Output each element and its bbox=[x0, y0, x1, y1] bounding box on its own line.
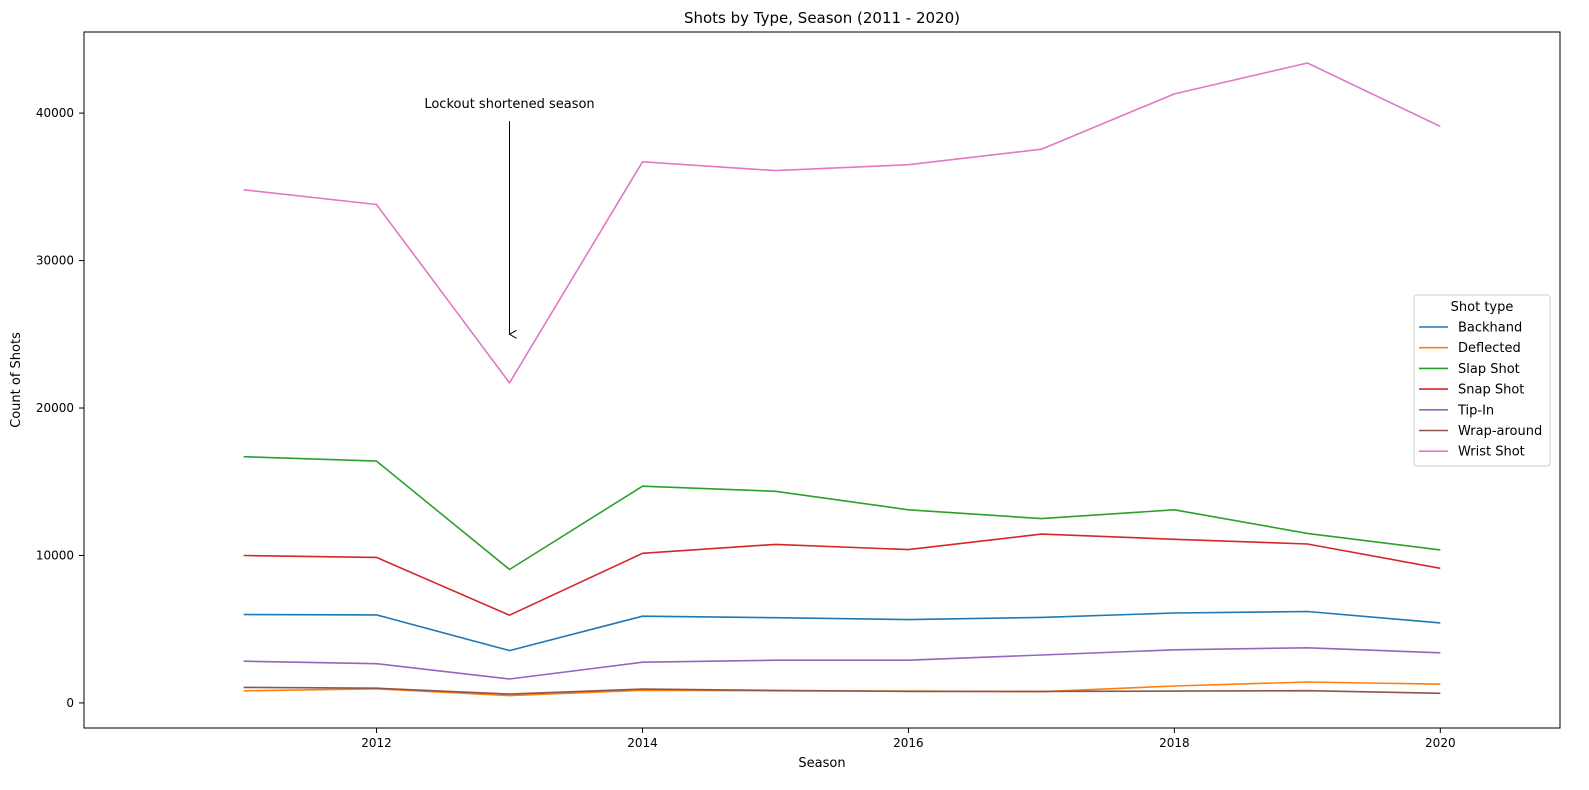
legend-box bbox=[1413, 294, 1551, 467]
annotations: Lockout shortened season bbox=[424, 97, 595, 339]
legend-label: Backhand bbox=[1458, 321, 1522, 336]
legend-label: Tip-In bbox=[1457, 403, 1494, 418]
chart-title: Shots by Type, Season (2011 - 2020) bbox=[684, 9, 960, 27]
series-line-tip-in bbox=[243, 646, 1441, 680]
series-line-deflected bbox=[243, 681, 1441, 697]
y-tick-label: 20000 bbox=[36, 401, 74, 415]
x-tick-label: 2016 bbox=[893, 736, 924, 750]
x-tick-label: 2014 bbox=[627, 736, 658, 750]
annotation-text: Lockout shortened season bbox=[424, 97, 594, 112]
y-tick-label: 40000 bbox=[36, 106, 74, 120]
series-line-wrist-shot bbox=[243, 62, 1441, 384]
y-tick-label: 10000 bbox=[36, 548, 74, 562]
series-line-backhand bbox=[243, 610, 1441, 652]
legend-label: Slap Shot bbox=[1458, 362, 1520, 377]
x-axis-ticks: 2012 2014 2016 2018 2020 bbox=[361, 728, 1456, 750]
series-line-snap-shot bbox=[243, 533, 1441, 617]
series-line-slap-shot bbox=[243, 455, 1441, 571]
x-axis-label: Season bbox=[798, 756, 845, 771]
y-tick-label: 30000 bbox=[36, 254, 74, 268]
legend-label: Wrap-around bbox=[1458, 424, 1542, 439]
series-line-wrap-around bbox=[243, 686, 1441, 695]
legend-items: Backhand Deflected Slap Shot Snap Shot Tip-I… bbox=[1419, 321, 1542, 460]
x-tick-label: 2012 bbox=[361, 736, 392, 750]
y-axis-label: Count of Shots bbox=[9, 332, 24, 428]
legend-label: Wrist Shot bbox=[1458, 445, 1525, 460]
y-axis-ticks: 0 10000 20000 30000 40000 bbox=[36, 106, 84, 710]
legend-label: Snap Shot bbox=[1458, 383, 1524, 398]
x-tick-label: 2018 bbox=[1159, 736, 1190, 750]
y-tick-label: 0 bbox=[66, 696, 74, 710]
plot-lines bbox=[243, 62, 1441, 697]
legend-title: Shot type bbox=[1451, 300, 1514, 315]
x-tick-label: 2020 bbox=[1425, 736, 1456, 750]
plot-frame bbox=[83, 31, 1561, 729]
legend-label: Deflected bbox=[1458, 341, 1521, 356]
legend: Shot type Backhand Deflected Slap Shot Snap… bbox=[1413, 294, 1551, 467]
